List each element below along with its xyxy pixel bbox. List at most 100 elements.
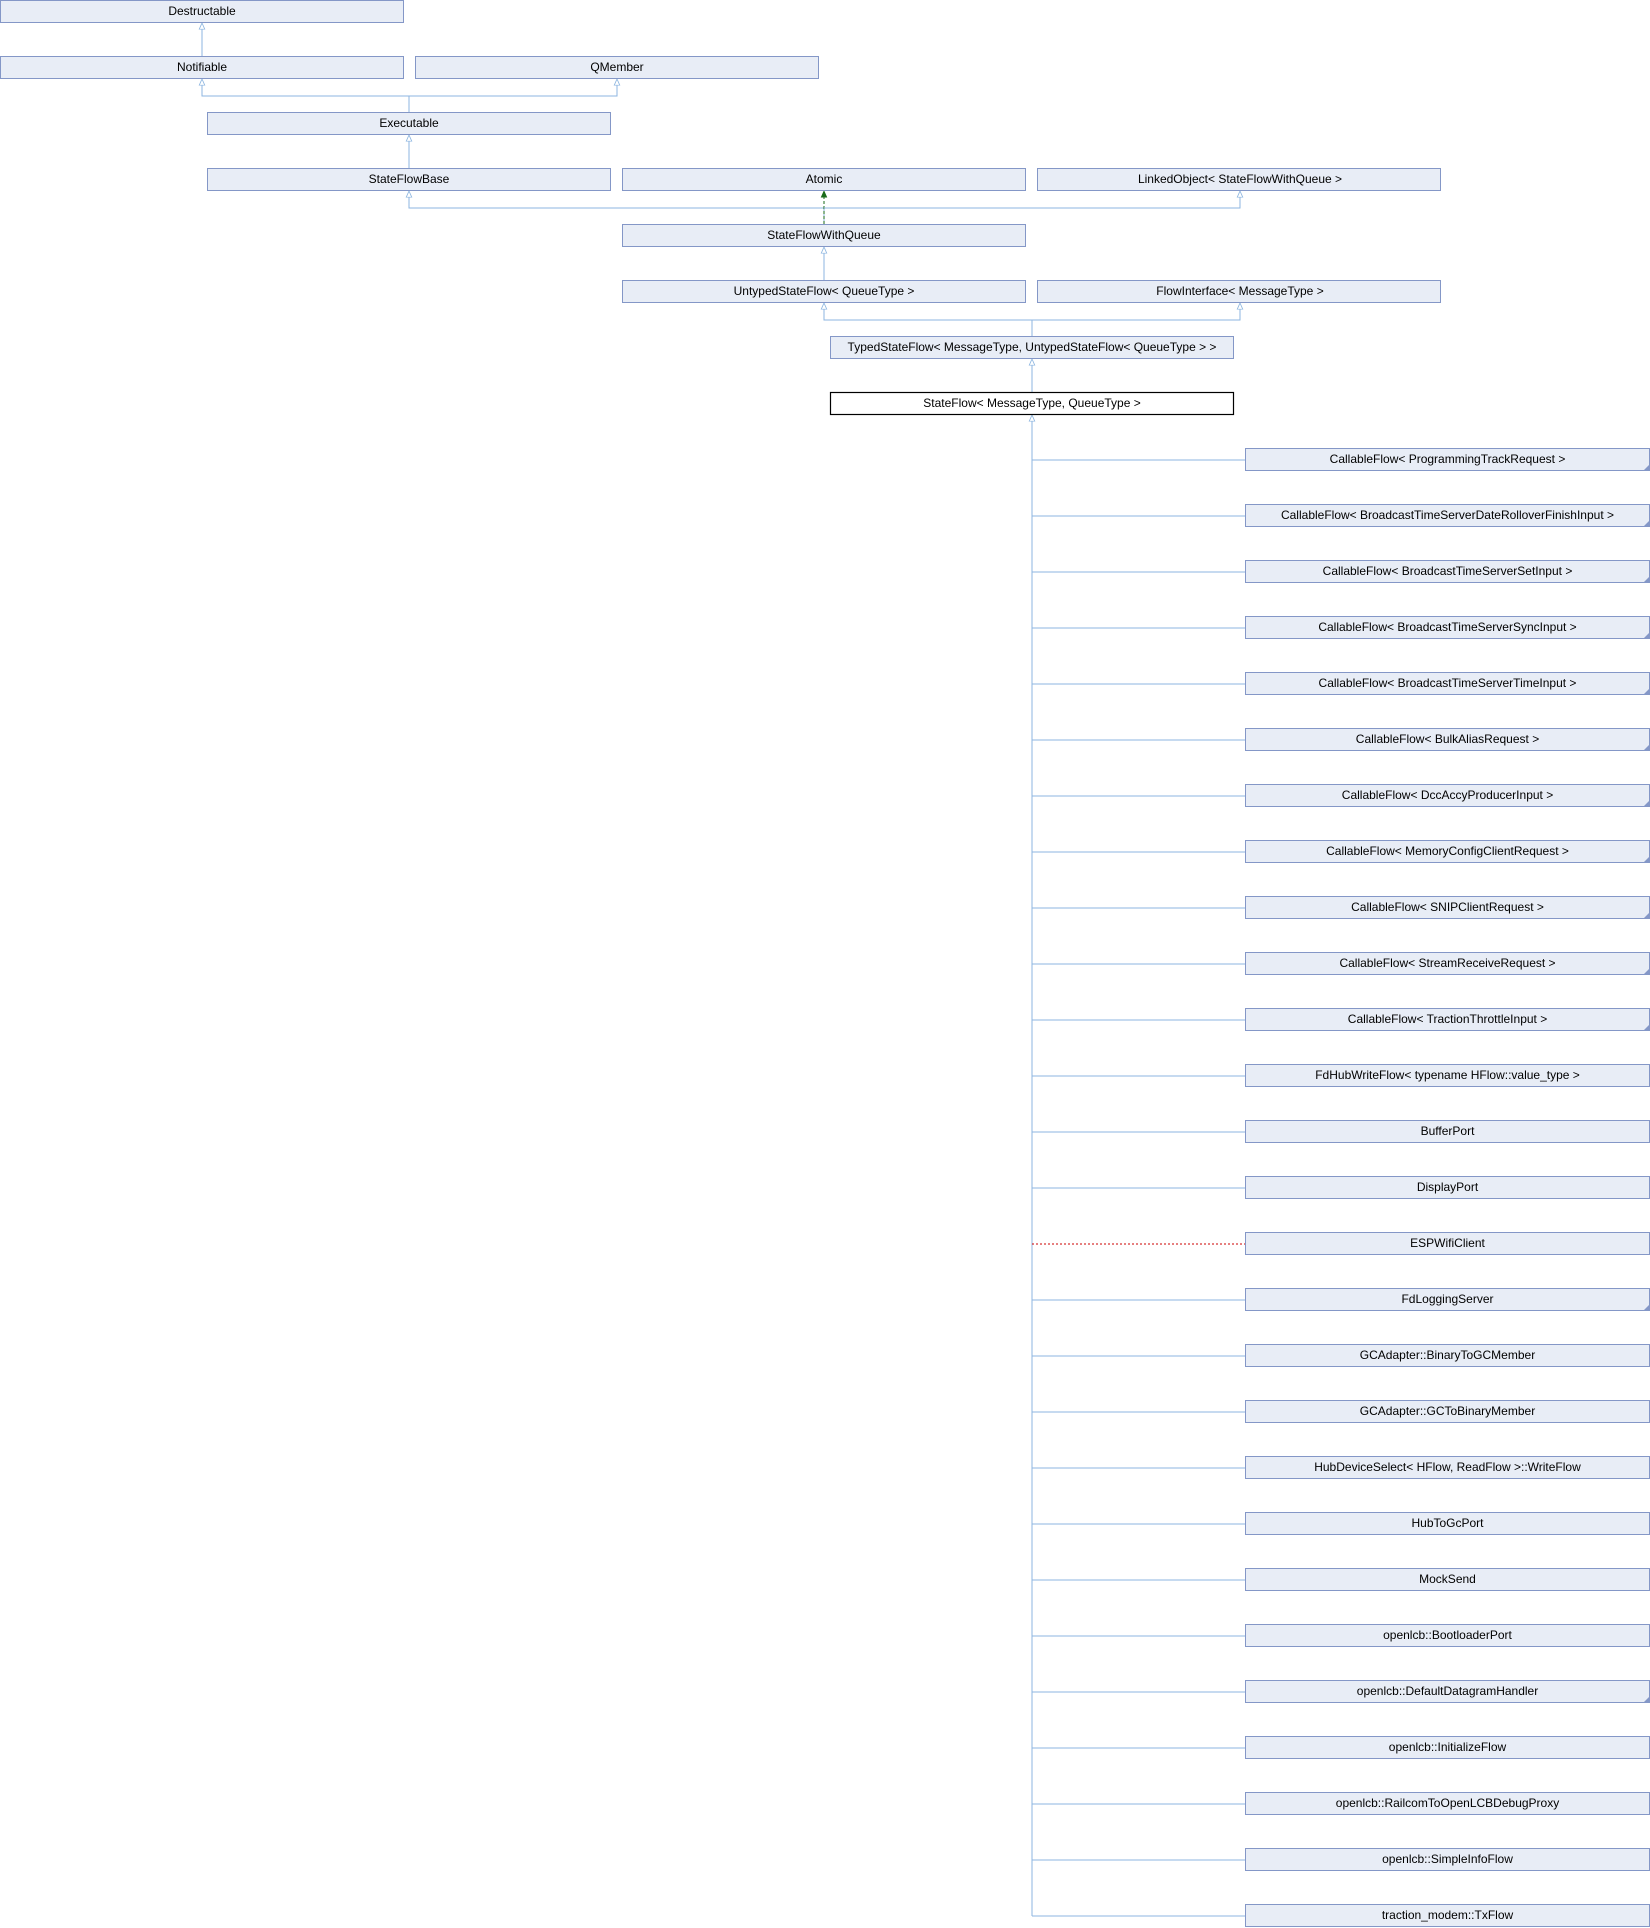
node-atomic[interactable]: Atomic <box>622 168 1026 191</box>
derived-class-nodes: CallableFlow< ProgrammingTrackRequest > C… <box>1245 448 1650 1927</box>
more-derived-indicator <box>1643 968 1650 975</box>
node-callableflow-broadcasttimeserversetinput[interactable]: CallableFlow< BroadcastTimeServerSetInpu… <box>1245 560 1650 583</box>
node-destructable[interactable]: Destructable <box>0 0 404 23</box>
node-gcadapter-binarytogcmember[interactable]: GCAdapter::BinaryToGCMember <box>1245 1344 1650 1367</box>
node-openlcb-bootloaderport[interactable]: openlcb::BootloaderPort <box>1245 1624 1650 1647</box>
node-label: openlcb::BootloaderPort <box>1383 1628 1512 1642</box>
edge-stateflowwithqueue-stateflowbase <box>409 191 825 224</box>
node-executable[interactable]: Executable <box>207 112 611 135</box>
node-label: CallableFlow< BulkAliasRequest > <box>1356 732 1539 746</box>
node-callableflow-programmingtrackrequest[interactable]: CallableFlow< ProgrammingTrackRequest > <box>1245 448 1650 471</box>
node-label: CallableFlow< BroadcastTimeServerSyncInp… <box>1318 620 1576 634</box>
more-derived-indicator <box>1643 912 1650 919</box>
node-typedstateflow[interactable]: TypedStateFlow< MessageType, UntypedStat… <box>830 336 1234 359</box>
node-label: DisplayPort <box>1417 1180 1479 1194</box>
node-label: Atomic <box>806 172 843 186</box>
node-label: QMember <box>590 60 643 74</box>
node-fdloggingserver[interactable]: FdLoggingServer <box>1245 1288 1650 1311</box>
node-label: Destructable <box>168 4 236 18</box>
more-derived-indicator <box>1643 520 1650 527</box>
node-callableflow-dccaccyproducerinput[interactable]: CallableFlow< DccAccyProducerInput > <box>1245 784 1650 807</box>
node-fdhubwriteflow-typename-hflow-value-type[interactable]: FdHubWriteFlow< typename HFlow::value_ty… <box>1245 1064 1650 1087</box>
node-callableflow-snipclientrequest[interactable]: CallableFlow< SNIPClientRequest > <box>1245 896 1650 919</box>
node-stateflowwithqueue[interactable]: StateFlowWithQueue <box>622 224 1026 247</box>
node-label: UntypedStateFlow< QueueType > <box>734 284 915 298</box>
node-label: StateFlowWithQueue <box>767 228 881 242</box>
node-gcadapter-gctobinarymember[interactable]: GCAdapter::GCToBinaryMember <box>1245 1400 1650 1423</box>
node-callableflow-broadcasttimeservertimeinput[interactable]: CallableFlow< BroadcastTimeServerTimeInp… <box>1245 672 1650 695</box>
node-label: CallableFlow< DccAccyProducerInput > <box>1342 788 1553 802</box>
node-label: MockSend <box>1419 1572 1476 1586</box>
edge-executable-notifiable <box>202 79 410 112</box>
node-label: FdHubWriteFlow< typename HFlow::value_ty… <box>1315 1068 1580 1082</box>
node-openlcb-initializeflow[interactable]: openlcb::InitializeFlow <box>1245 1736 1650 1759</box>
node-label: CallableFlow< BroadcastTimeServerSetInpu… <box>1323 564 1573 578</box>
node-label: HubDeviceSelect< HFlow, ReadFlow >::Writ… <box>1314 1460 1581 1474</box>
node-label: CallableFlow< BroadcastTimeServerDateRol… <box>1281 508 1614 522</box>
node-hubtogcport[interactable]: HubToGcPort <box>1245 1512 1650 1535</box>
node-label: Notifiable <box>177 60 227 74</box>
node-label: openlcb::SimpleInfoFlow <box>1382 1852 1513 1866</box>
more-derived-indicator <box>1643 688 1650 695</box>
node-openlcb-simpleinfoflow[interactable]: openlcb::SimpleInfoFlow <box>1245 1848 1650 1871</box>
node-label: CallableFlow< BroadcastTimeServerTimeInp… <box>1319 676 1577 690</box>
node-linkedobject[interactable]: LinkedObject< StateFlowWithQueue > <box>1037 168 1441 191</box>
node-qmember[interactable]: QMember <box>415 56 819 79</box>
node-label: openlcb::RailcomToOpenLCBDebugProxy <box>1336 1796 1559 1810</box>
node-untypedstateflow[interactable]: UntypedStateFlow< QueueType > <box>622 280 1026 303</box>
inheritance-edges <box>202 23 1245 1917</box>
node-label: Executable <box>379 116 439 130</box>
node-label: StateFlow< MessageType, QueueType > <box>923 396 1140 410</box>
more-derived-indicator <box>1643 576 1650 583</box>
node-displayport[interactable]: DisplayPort <box>1245 1176 1650 1199</box>
node-openlcb-railcomtoopenlcbdebugproxy[interactable]: openlcb::RailcomToOpenLCBDebugProxy <box>1245 1792 1650 1815</box>
node-label: GCAdapter::BinaryToGCMember <box>1360 1348 1535 1362</box>
node-hubdeviceselect-hflow-readflow-writeflow[interactable]: HubDeviceSelect< HFlow, ReadFlow >::Writ… <box>1245 1456 1650 1479</box>
edge-executable-qmember <box>409 79 617 97</box>
node-label: CallableFlow< StreamReceiveRequest > <box>1339 956 1555 970</box>
node-callableflow-memoryconfigclientrequest[interactable]: CallableFlow< MemoryConfigClientRequest … <box>1245 840 1650 863</box>
node-label: CallableFlow< ProgrammingTrackRequest > <box>1330 452 1566 466</box>
node-label: HubToGcPort <box>1411 1516 1484 1530</box>
node-label: openlcb::InitializeFlow <box>1389 1740 1507 1754</box>
more-derived-indicator <box>1643 856 1650 863</box>
node-notifiable[interactable]: Notifiable <box>0 56 404 79</box>
node-flowinterface[interactable]: FlowInterface< MessageType > <box>1037 280 1441 303</box>
child-edges <box>1032 459 1245 1917</box>
node-stateflowbase[interactable]: StateFlowBase <box>207 168 611 191</box>
edge-typedstateflow-untypedstateflow <box>824 303 1033 336</box>
more-derived-indicator <box>1643 800 1650 807</box>
node-label: FlowInterface< MessageType > <box>1156 284 1323 298</box>
node-label: TypedStateFlow< MessageType, UntypedStat… <box>848 340 1217 354</box>
node-mocksend[interactable]: MockSend <box>1245 1568 1650 1591</box>
node-label: LinkedObject< StateFlowWithQueue > <box>1138 172 1342 186</box>
node-bufferport[interactable]: BufferPort <box>1245 1120 1650 1143</box>
node-stateflow-current: StateFlow< MessageType, QueueType > <box>829 391 1235 416</box>
node-label: BufferPort <box>1421 1124 1475 1138</box>
node-traction-modem-txflow[interactable]: traction_modem::TxFlow <box>1245 1904 1650 1927</box>
node-label: CallableFlow< TractionThrottleInput > <box>1348 1012 1547 1026</box>
more-derived-indicator <box>1643 1696 1650 1703</box>
more-derived-indicator <box>1643 744 1650 751</box>
edge-stateflowwithqueue-linkedobject <box>824 191 1240 209</box>
edge-typedstateflow-flowinterface <box>1032 303 1240 321</box>
node-callableflow-broadcasttimeserversyncinput[interactable]: CallableFlow< BroadcastTimeServerSyncInp… <box>1245 616 1650 639</box>
node-label: CallableFlow< MemoryConfigClientRequest … <box>1326 844 1569 858</box>
node-espwificlient[interactable]: ESPWifiClient <box>1245 1232 1650 1255</box>
node-callableflow-streamreceiverequest[interactable]: CallableFlow< StreamReceiveRequest > <box>1245 952 1650 975</box>
more-derived-indicator <box>1643 632 1650 639</box>
node-callableflow-tractionthrottleinput[interactable]: CallableFlow< TractionThrottleInput > <box>1245 1008 1650 1031</box>
more-derived-indicator <box>1643 464 1650 471</box>
node-callableflow-bulkaliasrequest[interactable]: CallableFlow< BulkAliasRequest > <box>1245 728 1650 751</box>
node-label: CallableFlow< SNIPClientRequest > <box>1351 900 1544 914</box>
node-label: StateFlowBase <box>369 172 450 186</box>
node-label: GCAdapter::GCToBinaryMember <box>1360 1404 1535 1418</box>
node-label: FdLoggingServer <box>1401 1292 1493 1306</box>
node-openlcb-defaultdatagramhandler[interactable]: openlcb::DefaultDatagramHandler <box>1245 1680 1650 1703</box>
node-label: ESPWifiClient <box>1410 1236 1485 1250</box>
more-derived-indicator <box>1643 1024 1650 1031</box>
node-callableflow-broadcasttimeserverdaterolloverfinishinput[interactable]: CallableFlow< BroadcastTimeServerDateRol… <box>1245 504 1650 527</box>
more-derived-indicator <box>1643 1304 1650 1311</box>
node-label: openlcb::DefaultDatagramHandler <box>1357 1684 1538 1698</box>
